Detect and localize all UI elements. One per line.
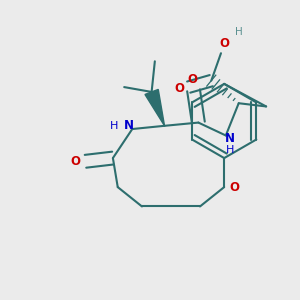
Text: O: O xyxy=(219,37,229,50)
Text: N: N xyxy=(225,132,235,145)
Text: H: H xyxy=(235,27,243,37)
Text: N: N xyxy=(124,119,134,132)
Text: O: O xyxy=(70,155,80,168)
Text: H: H xyxy=(110,121,119,131)
Polygon shape xyxy=(145,89,164,126)
Text: O: O xyxy=(230,181,239,194)
Text: O: O xyxy=(187,73,197,85)
Text: O: O xyxy=(174,82,184,95)
Text: H: H xyxy=(226,145,234,155)
